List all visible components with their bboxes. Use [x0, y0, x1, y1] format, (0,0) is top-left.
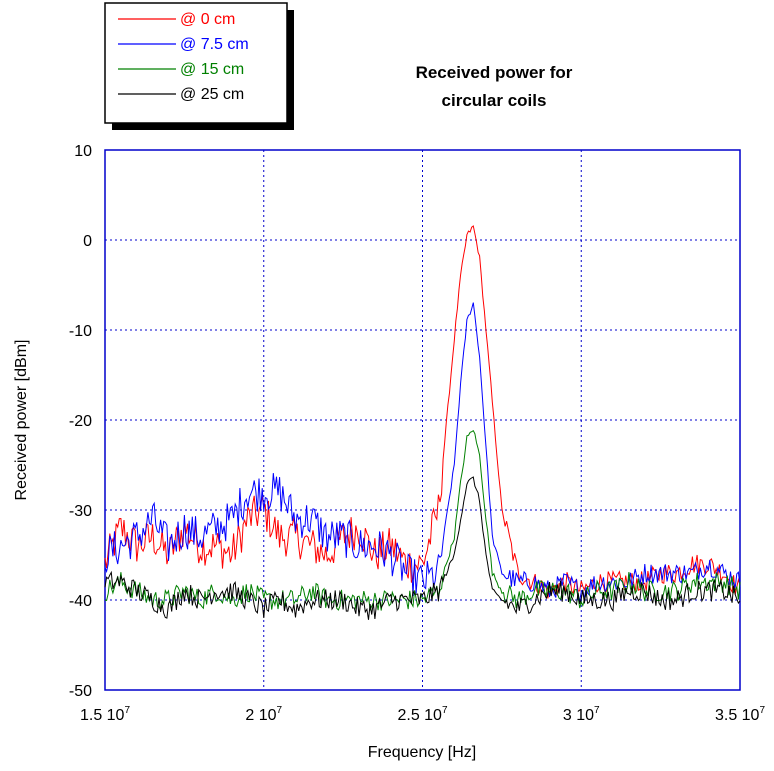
legend-label: @ 25 cm [180, 86, 244, 103]
series-line-3 [104, 429, 741, 612]
legend-label: @ 0 cm [180, 11, 235, 28]
y-axis-title: Received power [dBm] [13, 340, 30, 501]
y-tick-label: -30 [69, 503, 92, 520]
y-tick-label: -20 [69, 413, 92, 430]
legend-label: @ 7.5 cm [180, 36, 249, 53]
y-tick-label: -50 [69, 683, 92, 700]
y-tick-label: 0 [83, 233, 92, 250]
series-line-4 [104, 476, 741, 620]
x-tick-label: 2 107 [245, 705, 282, 724]
chart-title-line-1: Received power for [416, 63, 573, 82]
y-tick-label: -10 [69, 323, 92, 340]
series-line-2 [104, 302, 741, 602]
x-tick-label: 3 107 [563, 705, 600, 724]
series-lines [104, 225, 741, 620]
x-tick-label: 1.5 107 [80, 705, 130, 724]
ticks: 1.5 107 2 107 2.5 107 3 107 3.5 107 10 0 -10 -20… [69, 143, 766, 724]
legend-box [104, 2, 288, 124]
x-axis-title: Frequency [Hz] [368, 744, 476, 761]
x-tick-label: 3.5 107 [715, 705, 765, 724]
legend-label: @ 15 cm [180, 61, 244, 78]
y-tick-label: -40 [69, 593, 92, 610]
y-tick-label: 10 [74, 143, 92, 160]
x-tick-label: 2.5 107 [397, 705, 447, 724]
legend: @ 0 cm @ 7.5 cm @ 15 cm @ 25 cm [118, 11, 249, 103]
chart-title-line-2: circular coils [442, 91, 547, 110]
